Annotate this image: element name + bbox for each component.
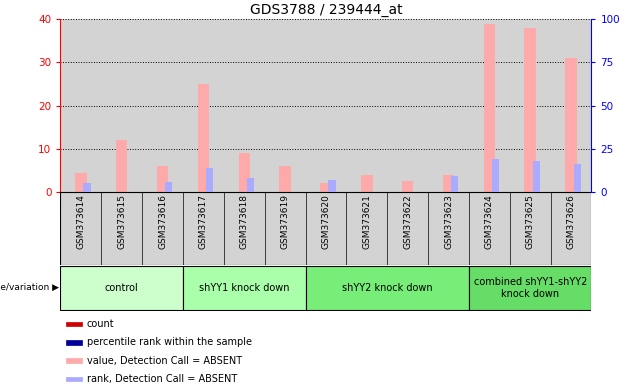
Bar	[305, 19, 347, 192]
Bar	[443, 175, 454, 192]
Text: GSM373626: GSM373626	[567, 194, 576, 249]
Text: GSM373620: GSM373620	[321, 194, 331, 249]
Bar	[551, 192, 591, 265]
Bar	[305, 192, 347, 265]
Text: GSM373621: GSM373621	[363, 194, 371, 249]
Bar	[66, 377, 81, 381]
Bar	[305, 266, 469, 310]
Bar	[387, 192, 428, 265]
Bar	[451, 177, 459, 192]
Bar	[510, 19, 551, 192]
Text: shYY1 knock down: shYY1 knock down	[199, 283, 289, 293]
Bar	[387, 19, 428, 192]
Bar	[224, 19, 265, 192]
Bar	[206, 168, 213, 192]
Bar	[183, 266, 305, 310]
Bar	[116, 140, 127, 192]
Text: shYY2 knock down: shYY2 knock down	[342, 283, 432, 293]
Bar	[165, 182, 172, 192]
Text: GSM373618: GSM373618	[240, 194, 249, 249]
Bar	[238, 153, 250, 192]
Bar	[66, 322, 81, 326]
Text: GSM373623: GSM373623	[444, 194, 453, 249]
Text: count: count	[87, 319, 114, 329]
Text: GSM373625: GSM373625	[526, 194, 535, 249]
Bar	[551, 19, 591, 192]
Bar	[469, 192, 510, 265]
Bar	[247, 178, 254, 192]
Bar	[75, 172, 86, 192]
Bar	[347, 192, 387, 265]
Bar	[183, 19, 224, 192]
Bar	[483, 23, 495, 192]
Bar	[66, 359, 81, 363]
Bar	[265, 19, 305, 192]
Text: control: control	[105, 283, 139, 293]
Bar	[265, 192, 305, 265]
Text: GSM373614: GSM373614	[76, 194, 85, 249]
Bar	[60, 19, 101, 192]
Text: GSM373615: GSM373615	[117, 194, 126, 249]
Title: GDS3788 / 239444_at: GDS3788 / 239444_at	[250, 3, 402, 17]
Bar	[101, 192, 142, 265]
Text: GSM373622: GSM373622	[403, 194, 412, 249]
Bar	[574, 164, 581, 192]
Bar	[361, 175, 373, 192]
Bar	[565, 58, 577, 192]
Bar	[198, 84, 209, 192]
Bar	[60, 266, 183, 310]
Bar	[321, 184, 331, 192]
Bar	[101, 19, 142, 192]
Bar	[60, 192, 101, 265]
Text: GSM373616: GSM373616	[158, 194, 167, 249]
Bar	[533, 161, 540, 192]
Text: GSM373619: GSM373619	[280, 194, 289, 249]
Bar	[525, 28, 536, 192]
Text: genotype/variation ▶: genotype/variation ▶	[0, 283, 59, 293]
Bar	[492, 159, 499, 192]
Bar	[428, 192, 469, 265]
Bar	[347, 19, 387, 192]
Bar	[66, 340, 81, 344]
Bar	[428, 19, 469, 192]
Bar	[142, 19, 183, 192]
Text: GSM373624: GSM373624	[485, 194, 494, 249]
Bar	[469, 266, 591, 310]
Bar	[142, 192, 183, 265]
Bar	[402, 181, 413, 192]
Bar	[83, 184, 91, 192]
Bar	[328, 180, 336, 192]
Bar	[183, 192, 224, 265]
Bar	[157, 166, 169, 192]
Text: GSM373617: GSM373617	[199, 194, 208, 249]
Text: percentile rank within the sample: percentile rank within the sample	[87, 338, 252, 348]
Bar	[224, 192, 265, 265]
Text: combined shYY1-shYY2
knock down: combined shYY1-shYY2 knock down	[474, 277, 587, 299]
Text: rank, Detection Call = ABSENT: rank, Detection Call = ABSENT	[87, 374, 237, 384]
Bar	[469, 19, 510, 192]
Bar	[510, 192, 551, 265]
Bar	[279, 166, 291, 192]
Text: value, Detection Call = ABSENT: value, Detection Call = ABSENT	[87, 356, 242, 366]
